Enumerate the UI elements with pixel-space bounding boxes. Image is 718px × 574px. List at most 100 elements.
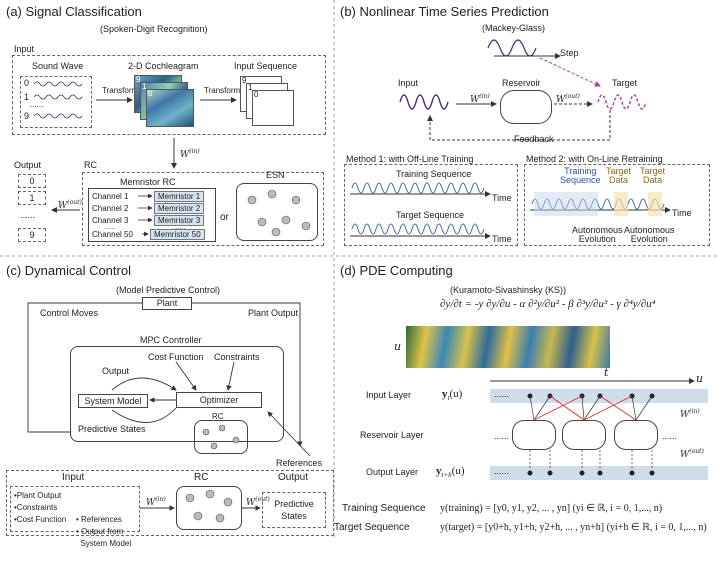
panel-d-title: (d) PDE Computing [340,263,453,278]
memristor-50: Memristor 50 [150,229,205,240]
seq-digit: 0 [254,90,259,99]
u-right-label: u [696,372,704,385]
rc-box-c2 [176,486,242,530]
optimizer-box: Optimizer [176,392,262,408]
panel-d-subtitle: (Kuramoto-Sivashinsky (KS)) [450,285,567,295]
constraint-arrow [226,361,235,391]
sound-waves [33,81,83,119]
seq-digit: 9 [242,76,247,85]
time-label-1: Time [492,193,512,203]
channel-2: Channel 2 [92,204,129,213]
cochleagram-image [146,89,194,127]
time-label-3: Time [672,208,692,218]
digit-0: 0 [24,78,30,88]
wave-1 [33,94,83,100]
t-axis-label: t [604,366,609,379]
method-1-box [344,164,518,246]
channel-3: Channel 3 [92,216,129,225]
memristor-2: Memristor 2 [154,203,205,214]
training-seq-d: Training Sequence [342,503,426,514]
w-out-b: W(out) [556,93,580,105]
input-label-b: Input [398,78,419,88]
reservoir-node [512,420,556,450]
cost-function-label: Cost Function [148,352,204,362]
input-wave [399,94,449,110]
plant-box: Plant [142,297,192,310]
target-band-1 [614,192,628,216]
rc-nodes-c [185,424,240,523]
transform-label-1: Transform [102,86,139,95]
esn-nodes [247,189,311,237]
input-header-c: Input [62,472,85,483]
coch-digit: 1 [142,82,147,91]
sound-wave-box [20,76,92,128]
input-list-box [10,486,140,532]
memristor-1: Memristor 1 [154,191,205,202]
system-model-box: System Model [78,394,148,408]
predictive-curve [111,407,177,423]
step-label: Step [560,48,579,58]
y-output: yt+h(u) [436,465,465,480]
channel-50: Channel 50 [92,230,133,239]
time-label-2: Time [492,234,512,244]
training-seq-label: Training Sequence [396,169,472,179]
memristor-dots: ...... [174,224,186,231]
rc-box-c [194,420,248,454]
target-label: Target [612,78,638,88]
panel-c-title: (c) Dynamical Control [6,263,131,278]
rc-label-c: RC [212,412,224,421]
reservoir-node [614,420,658,450]
reservoir-layer-label: Reservoir Layer [360,430,424,440]
plant-output-label: Plant Output [248,308,299,318]
panel-b-subtitle: (Mackey-Glass) [482,23,546,33]
sequence-page [252,90,294,126]
panel-a-title: (a) Signal Classification [6,4,142,19]
method-1-title: Method 1: with Off-Line Training [346,154,474,164]
input-label: Input [14,44,35,54]
target-data-2: Target Data [640,166,666,185]
output-layer-label: Output Layer [366,467,419,477]
reservoir-box-b [500,90,552,124]
seq-digit: 1 [248,83,253,92]
output-0: 0 [18,174,46,188]
reservoir-label: Reservoir [502,78,541,88]
output-label: Output [14,160,42,170]
channel-1: Channel 1 [92,192,129,201]
wave-9 [33,113,83,119]
method-2-box [524,164,710,246]
w-out-d: W(out) [680,448,704,460]
constraints-label: Constraints [214,352,260,362]
input-box [12,55,326,135]
training-equation: y(training) = [y0, y1, y2, ... , yn] (yi… [440,503,663,514]
auto-evolution-2: Autonomous Evolution [624,225,675,244]
rc-header-c: RC [194,472,209,483]
rc-flow-box [6,470,334,536]
w-out-links [529,450,653,470]
panel-c-subtitle: (Model Predictive Control) [116,285,221,295]
predictive-states-box: Predictive States [262,492,326,528]
target-band-2 [648,192,662,216]
ks-equation: ∂y/∂t = -y ∂y/∂u - α ∂²y/∂u² - β ∂³y/∂u³… [440,298,656,310]
target-seq-d: Target Sequence [334,522,410,533]
output-layer-dots: ...... [494,466,510,476]
reservoir-node [562,420,606,450]
panel-b-title: (b) Nonlinear Time Series Prediction [340,4,549,19]
mpc-label: MPC Controller [140,335,202,345]
mpc-lines [27,302,311,511]
digit-1: 1 [24,92,30,102]
method-2-title: Method 2: with On-Line Retraining [526,154,663,164]
output-dots: ...... [20,210,36,220]
channel-dots: ...... [104,224,116,231]
output-1: 1 [18,191,46,205]
sound-wave-label: Sound Wave [32,61,84,71]
coch-digit: 9 [136,75,141,84]
or-label: or [220,212,229,223]
training-band [534,192,598,216]
cochleagram-label: 2-D Cochleagram [128,61,199,71]
memristor-rc-label: Memristor RC [120,177,176,187]
control-moves-line [27,302,142,433]
target-equation: y(target) = [y0+h, y1+h, y2+h, ... , yn+… [440,522,707,533]
target-wave [597,94,647,110]
w-in-d: W(in) [680,408,700,420]
y-input: yt(u) [442,388,463,403]
